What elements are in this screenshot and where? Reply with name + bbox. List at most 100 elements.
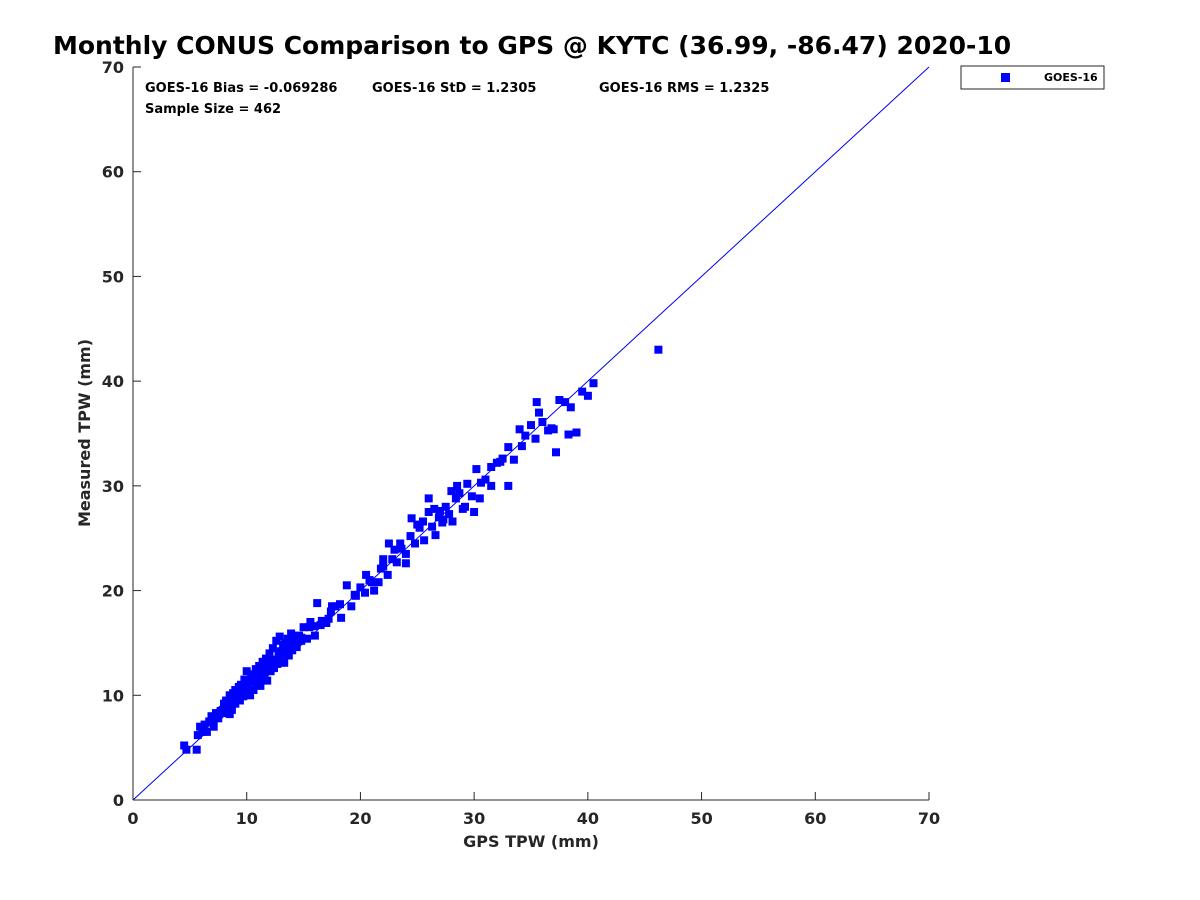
data-point [305,623,314,632]
data-point [322,619,331,627]
y-tick-label: 70 [102,58,124,77]
data-point [401,549,410,558]
data-point [221,709,230,718]
legend: GOES-16 [960,65,1105,90]
data-point [268,662,277,670]
data-point [420,536,429,545]
data-point [182,745,191,754]
data-point [272,636,281,645]
data-point [249,686,258,694]
data-point [306,618,315,626]
data-point [470,508,479,516]
data-point [481,475,490,484]
x-tick-label: 70 [918,809,940,828]
data-point [448,517,457,526]
data-point [531,434,540,443]
data-point [445,510,454,519]
x-tick-label: 10 [236,809,258,828]
data-point [207,712,216,721]
y-tick-label: 30 [102,477,124,496]
data-point [419,517,427,526]
data-point [431,531,440,540]
data-point [463,479,472,488]
data-point [225,710,234,719]
data-point [297,633,306,642]
data-point [424,508,433,516]
data-point [475,494,484,503]
x-tick-label: 0 [127,809,138,828]
data-point [566,403,575,412]
data-point [555,396,564,404]
data-point [561,398,570,407]
y-axis-label: Measured TPW (mm) [75,339,94,527]
data-point [654,345,663,354]
y-tick-label: 10 [102,686,124,705]
data-point [276,647,285,656]
data-point [313,599,322,608]
x-ticks: 0 10 20 30 40 50 60 70 [127,792,940,828]
data-point [532,398,541,407]
data-point [564,430,573,439]
data-point [239,692,248,701]
data-point [436,507,444,515]
data-point [583,391,592,400]
data-point [231,699,240,708]
data-point [342,581,351,590]
chart-title: Monthly CONUS Comparison to GPS @ KYTC (… [53,31,1011,60]
data-point [263,660,272,669]
x-tick-label: 40 [577,809,599,828]
x-tick-label: 30 [463,809,485,828]
data-point [337,613,346,622]
data-point [447,487,456,496]
data-point [487,481,496,490]
legend-box [960,65,1105,90]
data-point [222,697,231,706]
data-point [504,443,513,452]
data-point [227,694,236,703]
data-point [367,578,376,587]
data-point [390,545,399,554]
data-point [455,489,464,498]
data-point [487,463,496,471]
axes [132,67,929,801]
y-tick-label: 40 [102,372,124,391]
legend-label: GOES-16 [1044,71,1098,84]
data-point [275,632,284,641]
y-tick-label: 50 [102,267,124,286]
data-point [292,643,301,652]
data-point [517,442,526,451]
data-point [370,586,379,595]
data-point [198,727,207,736]
data-point [453,481,462,490]
data-point [441,502,450,511]
data-point [527,421,535,430]
data-point [268,644,277,653]
data-point [192,745,201,754]
data-points [180,345,663,754]
data-point [200,720,209,729]
data-point [376,564,385,573]
data-point [383,570,392,579]
data-point [350,590,359,599]
data-point [401,559,410,568]
data-point [272,655,281,664]
data-point [303,634,311,643]
data-point [263,676,272,685]
data-point [388,555,397,564]
data-point [589,379,598,388]
data-point [247,673,256,682]
data-point [328,602,336,611]
data-point [254,673,263,682]
data-point [209,722,218,731]
data-point [467,492,476,501]
data-point [424,494,433,503]
data-point [413,520,422,529]
data-point [245,677,253,686]
y-tick-label: 20 [102,582,124,601]
data-point [237,684,245,692]
data-point [361,588,369,597]
data-point [309,622,318,631]
data-point [439,515,448,524]
data-point [496,457,505,466]
